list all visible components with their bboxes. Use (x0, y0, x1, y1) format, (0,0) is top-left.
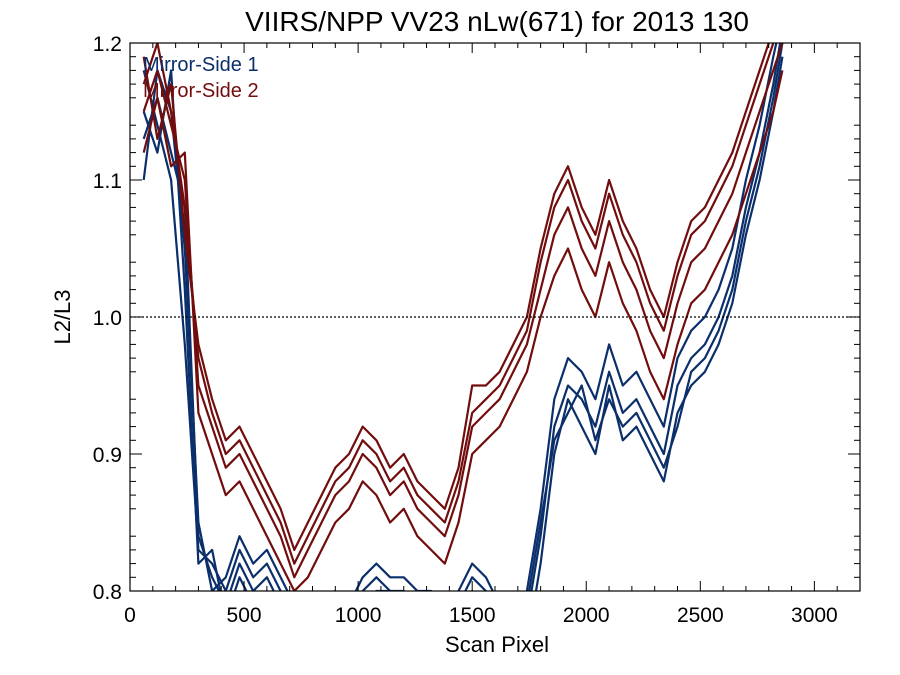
y-tick-label: 1.0 (93, 307, 122, 330)
x-axis: 0 500 1000 1500 2000 2500 3000 (124, 43, 861, 627)
series-1-line-2 (142, 43, 782, 591)
y-axis: 0.8 0.9 1.0 1.1 1.2 (93, 33, 860, 604)
x-tick-label: 500 (227, 604, 262, 627)
series-2-line-3 (142, 70, 784, 591)
y-tick-label: 0.8 (93, 581, 122, 604)
x-tick-label: 1000 (335, 604, 382, 627)
series-2-line-1 (142, 43, 784, 579)
series-1-line-3 (142, 43, 778, 591)
x-tick-label: 1500 (449, 604, 496, 627)
y-tick-label: 1.2 (93, 33, 122, 56)
series-layer (142, 43, 784, 591)
x-tick-label: 2500 (677, 604, 724, 627)
legend-entry-2: Mirror-Side 2 (143, 80, 259, 102)
legend: Mirror-Side 1 Mirror-Side 2 (143, 54, 259, 102)
x-tick-label: 3000 (791, 604, 838, 627)
legend-entry-1: Mirror-Side 1 (143, 54, 259, 76)
series-2-line-2 (142, 43, 770, 551)
y-axis-label: L2/L3 (50, 289, 75, 344)
chart-title: VIIRS/NPP VV23 nLw(671) for 2013 130 (245, 6, 749, 37)
y-tick-label: 0.9 (93, 444, 122, 467)
series-1-line-4 (142, 43, 784, 591)
x-tick-label: 2000 (563, 604, 610, 627)
x-axis-label: Scan Pixel (445, 632, 549, 657)
x-tick-label: 0 (124, 604, 136, 627)
y-tick-label: 1.1 (93, 170, 122, 193)
series-1-line-1 (142, 56, 784, 591)
series-2-line-4 (142, 43, 775, 565)
